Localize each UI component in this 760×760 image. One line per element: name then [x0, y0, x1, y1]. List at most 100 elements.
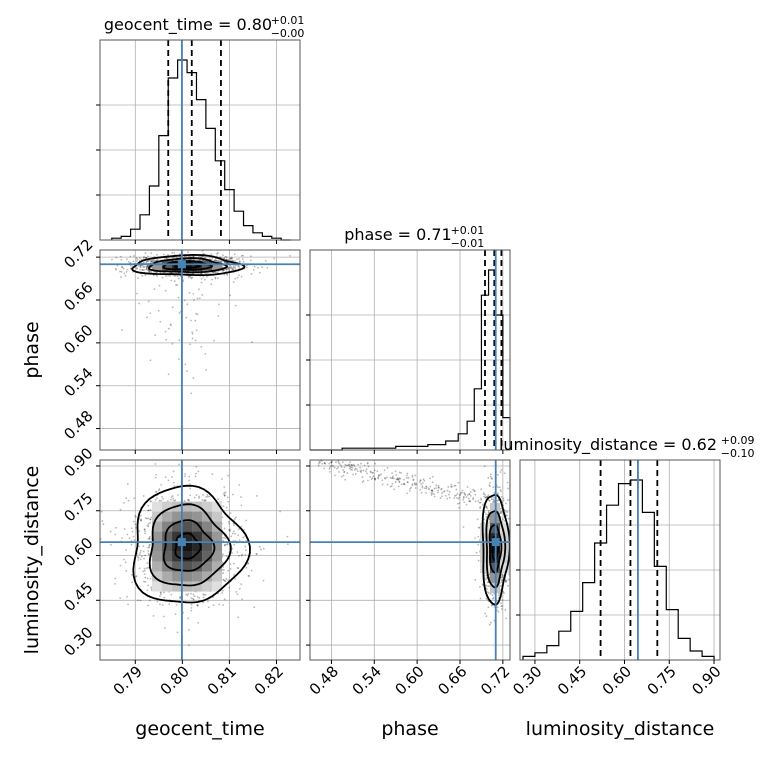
sample-point [330, 457, 332, 459]
sample-point [334, 474, 336, 477]
sample-point [322, 457, 324, 459]
sample-point [240, 254, 243, 257]
sample-point [425, 485, 427, 488]
sample-point [179, 597, 181, 599]
sample-point [465, 503, 468, 506]
sample-point [198, 597, 201, 599]
sample-point [140, 258, 143, 261]
title-main: geocent_time = 0.80 [104, 15, 272, 35]
title-minus: −0.01 [451, 237, 485, 250]
sample-point [374, 477, 376, 480]
x-axis-geocent_time: 0.79 0.80 0.81 0.82 geocent_time [110, 660, 287, 740]
density-block [172, 531, 183, 542]
sample-point [511, 520, 513, 522]
sample-point [273, 257, 276, 260]
density-block [192, 581, 203, 592]
density-block [152, 561, 163, 572]
density-block [182, 521, 193, 532]
sample-point [133, 255, 135, 257]
sample-point [229, 267, 232, 270]
sample-point [143, 567, 146, 570]
sample-point [505, 617, 507, 620]
sample-point [213, 339, 215, 342]
sample-point [193, 299, 195, 301]
sample-point [508, 573, 510, 576]
sample-point [479, 507, 482, 510]
x-tick-label: 0.90 [688, 662, 724, 698]
sample-point [138, 302, 140, 305]
sample-point [240, 583, 243, 585]
x-tick-label: 0.48 [306, 662, 342, 698]
sample-point [133, 497, 136, 500]
sample-point [488, 623, 491, 626]
sample-point [173, 481, 175, 484]
sample-point [507, 578, 510, 581]
sample-point [144, 554, 147, 557]
sample-point [491, 604, 494, 607]
sample-point [319, 461, 321, 464]
sample-point [374, 478, 377, 481]
sample-point [236, 551, 239, 553]
sample-point [488, 573, 491, 575]
sample-point [120, 275, 123, 278]
sample-point [215, 271, 217, 274]
sample-point [474, 537, 477, 539]
sample-point [218, 603, 221, 606]
sample-point [149, 535, 151, 538]
sample-point [247, 562, 250, 564]
sample-point [177, 277, 180, 280]
sample-point [485, 597, 488, 600]
sample-point [143, 265, 146, 268]
sample-point [396, 478, 399, 481]
sample-point [115, 256, 118, 259]
sample-point [433, 493, 435, 495]
density-block [162, 551, 173, 562]
sample-point [227, 268, 230, 271]
sample-point [237, 528, 240, 531]
sample-point [464, 494, 467, 496]
sample-point [353, 469, 356, 471]
sample-point [365, 468, 368, 470]
sample-point [321, 462, 324, 465]
sample-point [328, 467, 331, 470]
contour-line [488, 524, 503, 574]
sample-point [332, 465, 335, 468]
sample-point [139, 549, 142, 552]
sample-point [123, 528, 126, 530]
sample-point [443, 490, 446, 493]
sample-point [427, 487, 430, 490]
sample-point [461, 491, 463, 494]
sample-point [223, 486, 226, 488]
sample-point [337, 460, 340, 463]
sample-point [135, 267, 138, 270]
sample-point [331, 456, 333, 458]
histogram-panel-geocent_time: geocent_time = 0.80+0.01−0.00 [96, 14, 304, 241]
sample-point [177, 296, 180, 299]
sample-point [500, 605, 503, 608]
sample-point [235, 516, 237, 519]
sample-point [193, 595, 196, 598]
sample-point [343, 466, 346, 469]
sample-point [241, 553, 244, 556]
sample-point [373, 477, 376, 480]
sample-point [142, 570, 145, 573]
sample-point [225, 555, 228, 558]
sample-point [405, 477, 408, 479]
density-block [212, 511, 223, 522]
sample-point [367, 465, 370, 468]
sample-point [145, 257, 148, 260]
sample-point [485, 505, 487, 508]
density-block [202, 541, 213, 552]
panel-frame [99, 39, 301, 241]
sample-point [497, 610, 500, 613]
sample-point [489, 475, 492, 478]
sample-point [346, 472, 349, 474]
sample-point [448, 493, 450, 496]
sample-point [115, 268, 118, 271]
sample-point [178, 339, 181, 342]
sample-point [337, 461, 340, 464]
sample-point [349, 468, 352, 471]
sample-point [286, 535, 289, 538]
sample-point [229, 294, 232, 297]
sample-point [258, 271, 261, 274]
